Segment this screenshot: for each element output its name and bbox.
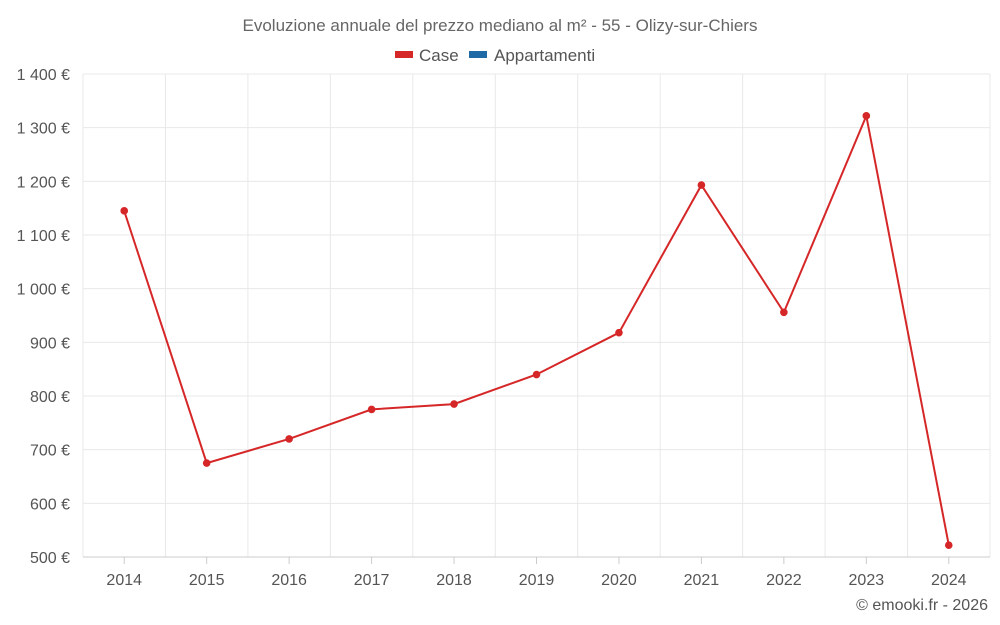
data-point-case xyxy=(615,328,623,337)
y-tick-label: 1 400 € xyxy=(17,67,70,84)
y-tick-label: 1 300 € xyxy=(17,121,70,138)
chart-title: Evoluzione annuale del prezzo mediano al… xyxy=(243,16,758,35)
legend-swatch-appartamenti xyxy=(469,51,487,58)
x-tick-label: 2023 xyxy=(849,572,885,589)
x-tick-label: 2019 xyxy=(519,572,555,589)
legend-label-appartamenti: Appartamenti xyxy=(494,46,595,65)
y-tick-label: 1 000 € xyxy=(17,282,70,299)
x-tick-label: 2022 xyxy=(766,572,802,589)
y-tick-label: 1 100 € xyxy=(17,228,70,245)
data-point-case xyxy=(862,112,871,120)
axes: 500 € 600 € 700 € 800 € 900 € 1 000 € 1 100 € 1… xyxy=(17,67,990,589)
y-tick-label: 600 € xyxy=(30,496,70,513)
y-tick-label: 700 € xyxy=(30,443,70,460)
x-tick-label: 2020 xyxy=(601,572,637,589)
legend-swatch-case xyxy=(395,51,413,58)
y-tick-label: 500 € xyxy=(30,550,70,567)
legend-item-appartamenti[interactable]: Appartamenti xyxy=(469,46,595,65)
grid xyxy=(82,73,991,557)
x-tick-label: 2015 xyxy=(189,572,225,589)
x-tick-label: 2016 xyxy=(271,572,307,589)
data-point-case xyxy=(120,207,129,215)
data-point-case xyxy=(697,181,706,189)
x-tick-label: 2024 xyxy=(931,572,967,589)
credit-text: © emooki.fr - 2026 xyxy=(856,597,988,614)
legend-item-case[interactable]: Case xyxy=(395,46,459,65)
y-tick-label: 800 € xyxy=(30,389,70,406)
y-tick-label: 900 € xyxy=(30,335,70,352)
data-point-case xyxy=(367,405,376,414)
x-tick-label: 2021 xyxy=(684,572,720,589)
data-point-case xyxy=(202,459,211,467)
data-point-case xyxy=(532,370,541,379)
legend: Case Appartamenti xyxy=(395,46,595,65)
data-point-case xyxy=(944,541,953,549)
data-point-case xyxy=(780,308,788,317)
y-tick-label: 1 200 € xyxy=(17,174,70,191)
data-point-case xyxy=(450,400,458,408)
x-tick-label: 2014 xyxy=(106,572,142,589)
legend-label-case: Case xyxy=(419,46,459,65)
data-point-case xyxy=(285,435,293,443)
x-tick-label: 2018 xyxy=(436,572,472,589)
series xyxy=(120,112,953,549)
x-tick-label: 2017 xyxy=(354,572,390,589)
